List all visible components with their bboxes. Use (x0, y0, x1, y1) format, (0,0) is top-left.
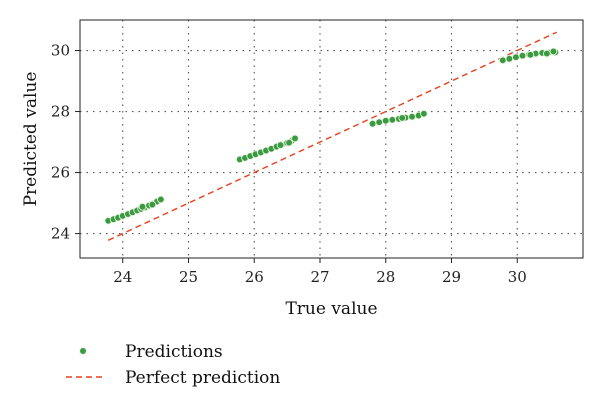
legend-marker-predictions (79, 347, 87, 355)
prediction-point-35 (408, 112, 416, 121)
prediction-point-49 (526, 50, 535, 59)
y-tick-label-0: 24 (51, 225, 70, 243)
plot-frame (79, 19, 584, 259)
y-tick-label-2: 28 (51, 103, 70, 121)
prediction-point-14 (148, 200, 157, 209)
prediction-point-12 (157, 195, 165, 204)
x-tick-label-5: 29 (442, 268, 461, 286)
prediction-point-13 (138, 202, 147, 211)
legend-label-perfect-prediction: Perfect prediction (125, 368, 280, 388)
x-tick-label-2: 26 (245, 268, 264, 286)
prediction-point-28 (285, 138, 293, 147)
prediction-point-40 (505, 54, 514, 63)
perfect-prediction-line (107, 31, 557, 241)
prediction-point-27 (276, 141, 285, 149)
prediction-point-50 (549, 47, 558, 56)
x-tick-label-6: 30 (508, 268, 527, 286)
prediction-point-29 (368, 119, 377, 128)
prediction-point-32 (388, 115, 397, 124)
prediction-point-37 (420, 109, 428, 118)
x-tick-label-3: 27 (310, 268, 329, 286)
y-axis-title: Predicted value (21, 72, 41, 207)
prediction-point-39 (498, 56, 507, 65)
prediction-point-38 (398, 114, 407, 122)
prediction-point-48 (542, 49, 551, 58)
y-tick-label-3: 30 (51, 42, 70, 60)
prediction-point-26 (291, 134, 299, 143)
series-layer (104, 31, 560, 241)
axis-ticks: 24 25 26 27 28 29 30 24 26 28 30 (51, 42, 527, 286)
x-axis-title: True value (285, 299, 377, 319)
prediction-point-30 (375, 118, 384, 127)
x-tick-label-4: 28 (376, 268, 395, 286)
x-tick-label-0: 24 (113, 268, 132, 286)
y-tick-label-1: 26 (51, 164, 70, 182)
x-tick-label-1: 25 (179, 268, 198, 286)
prediction-point-41 (512, 53, 520, 62)
legend-label-predictions: Predictions (125, 342, 223, 362)
legend: Predictions Perfect prediction (66, 342, 280, 388)
prediction-point-42 (518, 51, 527, 60)
prediction-point-31 (381, 116, 390, 125)
